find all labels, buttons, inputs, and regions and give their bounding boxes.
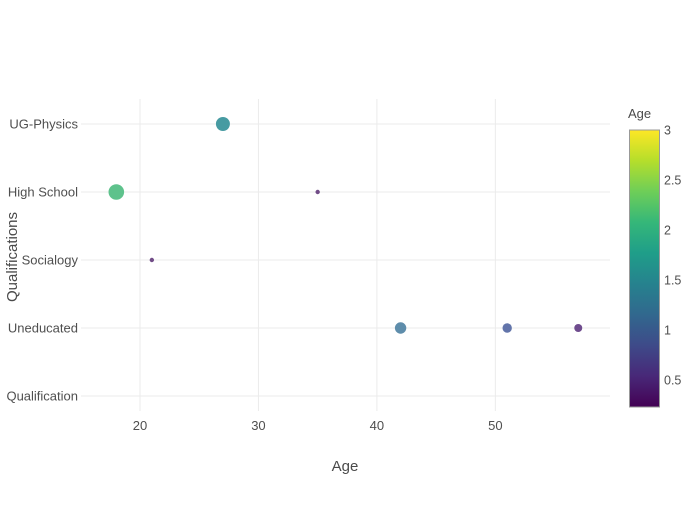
scatter-point[interactable]: [215, 117, 230, 131]
gridlines: [81, 99, 610, 411]
scatter-point[interactable]: [315, 189, 320, 195]
colorbar-title: Age: [628, 106, 651, 121]
y-category-label: Qualification: [6, 389, 78, 404]
x-tick-label: 20: [133, 418, 147, 433]
x-tick-label: 40: [370, 418, 384, 433]
scatter-point[interactable]: [149, 257, 155, 263]
y-axis-title: Qualifications: [4, 212, 21, 302]
colorbar-tick-label: 3: [664, 124, 671, 138]
colorbar-tick-label: 1.5: [664, 274, 681, 288]
y-category-label: High School: [8, 185, 78, 200]
scatter-point[interactable]: [574, 324, 583, 332]
colorbar: 3 2.5 2 1.5 1 0.5: [629, 124, 681, 408]
colorbar-tick-label: 2: [664, 224, 671, 238]
y-category-label: Socialogy: [22, 253, 79, 268]
axis-tick-labels: 20 30 40 50 UG-Physics High School Socialogy Un…: [6, 117, 502, 434]
colorbar-tick-label: 1: [664, 324, 671, 338]
colorbar-tick-label: 2.5: [664, 174, 681, 188]
y-category-label: Uneducated: [8, 321, 78, 336]
y-category-label: UG-Physics: [9, 117, 78, 132]
colorbar-gradient: [629, 129, 660, 408]
scatter-point[interactable]: [394, 322, 407, 334]
x-tick-label: 30: [251, 418, 265, 433]
colorbar-tick-label: 0.5: [664, 374, 681, 388]
data-points: [108, 117, 583, 334]
scatter-point[interactable]: [502, 323, 512, 333]
scatter-point[interactable]: [108, 184, 125, 200]
x-tick-label: 50: [488, 418, 502, 433]
x-axis-title: Age: [332, 458, 359, 475]
